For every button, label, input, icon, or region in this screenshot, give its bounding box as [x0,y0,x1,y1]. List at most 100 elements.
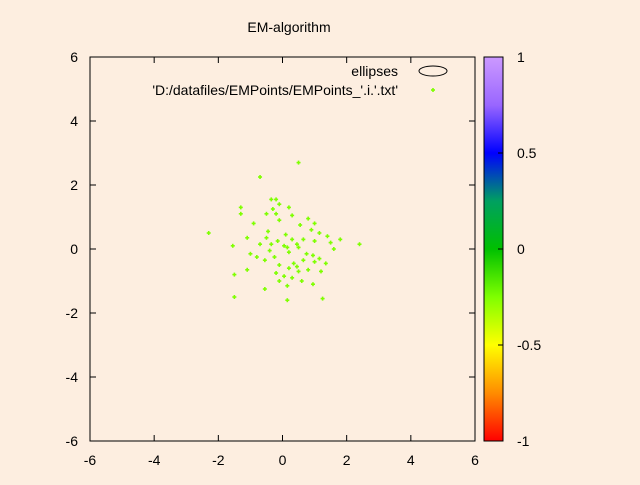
scatter-point [309,227,314,232]
scatter-point [232,272,237,277]
scatter-point [270,207,275,211]
scatter-point [290,213,295,218]
scatter-point [248,251,253,256]
scatter-point [282,243,287,248]
scatter-point [277,218,282,223]
x-tick-label: 0 [279,452,287,468]
scatter-point [296,160,301,165]
scatter-point [272,255,277,259]
scatter-point [325,234,330,239]
scatter-point [319,269,323,274]
scatter-point [331,247,336,251]
scatter-point [301,237,306,242]
scatter-point [245,267,250,272]
scatter-point [301,258,306,263]
scatter-point [294,242,299,247]
y-tick-label: -2 [66,305,79,321]
scatter-point [299,279,304,283]
colorbar-axis: 1 0.5 0 -0.5 -1 [498,49,541,449]
scatter-point [290,275,295,280]
scatter-point [296,269,301,274]
x-tick-label: -4 [148,452,161,468]
scatter-point [230,243,235,248]
scatter-point [304,251,309,256]
scatter-point [317,231,322,235]
scatter-point [264,235,269,240]
scatter-point [277,263,282,267]
x-tick-label: -6 [84,452,97,468]
legend-point-icon [431,88,435,92]
legend-ellipse-icon [418,65,448,77]
legend-label-points: 'D:/datafiles/EMPoints/EMPoints_'.i.'.tx… [152,82,398,98]
scatter-point [238,211,243,216]
scatter-point [274,211,279,216]
scatter-point [286,266,291,271]
scatter-point [312,221,317,226]
scatter-point [294,264,299,269]
scatter-point [310,253,315,258]
scatter-point [277,202,282,207]
scatter-point [277,279,282,283]
colorbar-tick-label: -0.5 [517,337,541,353]
scatter-point [291,261,296,266]
scatter-point [238,205,243,210]
scatter-point [285,298,290,303]
plot-frame [89,56,476,442]
scatter-point [338,237,343,242]
scatter-point [269,242,274,247]
y-tick-label: -4 [66,369,79,385]
x-tick-label: 2 [343,452,351,468]
y-axis: -6 -4 -2 0 2 4 6 [66,49,475,449]
scatter-point [274,197,279,202]
scatter-point [269,197,274,202]
scatter-point [290,237,295,242]
scatter-point [266,229,271,234]
scatter-point [245,235,250,240]
chart-title: EM-algorithm [247,19,330,35]
scatter-point [310,282,315,287]
scatter-point [262,258,267,263]
scatter-point [312,259,317,264]
scatter-point [264,211,269,216]
scatter-point [275,239,280,243]
scatter-point [232,295,237,299]
scatter-point [251,221,256,226]
legend-point-sample [431,88,435,92]
scatter-point [328,240,333,245]
scatter-point [306,216,311,221]
legend: ellipses 'D:/datafiles/EMPoints/EMPoints… [152,63,448,98]
scatter-point [306,267,311,272]
x-tick-label: 4 [407,452,415,468]
scatter-point [274,271,279,275]
scatter-point [286,250,291,255]
x-tick-label: 6 [471,452,479,468]
colorbar-tick-label: 1 [517,49,525,65]
y-tick-label: 2 [70,177,78,193]
scatter-point [286,205,291,210]
colorbar-tick-label: 0 [517,241,525,257]
scatter-point [262,287,267,291]
x-axis: -6 -4 -2 0 2 4 6 [84,57,479,468]
scatter-point [254,255,259,259]
scatter-point [258,242,263,247]
scatter-point [258,175,263,179]
colorbar-tick-label: 0.5 [517,145,537,161]
scatter-point [317,256,322,261]
y-tick-label: 0 [70,241,78,257]
scatter-point [285,245,290,250]
scatter-point [296,245,301,250]
colorbar-tick-label: -1 [517,433,530,449]
scatter-point [312,239,317,243]
y-tick-label: 4 [70,113,78,129]
y-tick-label: 6 [70,49,78,65]
scatter-points [206,160,362,303]
scatter-point [283,232,288,237]
scatter-point [285,283,290,288]
scatter-point [282,274,287,279]
scatter-point [323,261,328,266]
scatter-point [357,242,362,247]
scatter-point [298,223,303,227]
scatter-point [320,296,325,301]
